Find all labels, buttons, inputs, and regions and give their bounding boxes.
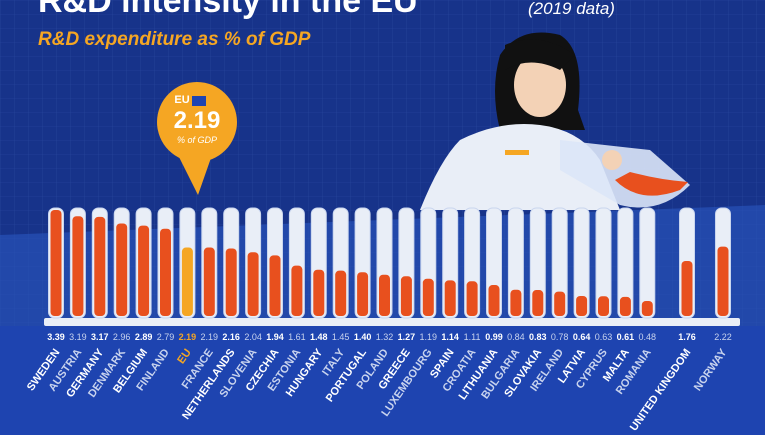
- value-label: 2.96: [113, 332, 131, 342]
- tube-fill: [269, 255, 281, 316]
- tube-fill: [181, 247, 193, 316]
- value-label: 2.04: [244, 332, 262, 342]
- tube-fill: [72, 216, 84, 316]
- tube-fill: [313, 269, 325, 316]
- value-label: 1.45: [332, 332, 350, 342]
- tube-fill: [510, 289, 522, 316]
- tube-fill: [203, 247, 215, 316]
- tube-fill: [444, 280, 456, 316]
- label-band: [0, 326, 765, 435]
- value-label: 3.19: [69, 332, 87, 342]
- tube-fill: [532, 290, 544, 316]
- value-label: 2.22: [714, 332, 732, 342]
- value-label: 1.61: [288, 332, 306, 342]
- value-label: 2.79: [157, 332, 175, 342]
- callout-unit: % of GDP: [177, 135, 217, 145]
- chart-title: R&D intensity in the EU: [38, 0, 418, 20]
- tube-fill: [488, 285, 500, 316]
- callout-bubble: [157, 82, 237, 162]
- shelf: [44, 318, 740, 326]
- tube-fill: [576, 295, 588, 316]
- value-label: 2.16: [222, 332, 240, 342]
- value-label: 1.11: [464, 332, 481, 342]
- value-label: 1.76: [678, 332, 696, 342]
- tube-fill: [598, 296, 609, 316]
- value-label: 3.39: [47, 332, 65, 342]
- tube: [595, 207, 612, 319]
- value-label: 0.61: [617, 332, 635, 342]
- scientist: [420, 32, 690, 210]
- value-label: 0.63: [595, 332, 613, 342]
- tube-fill: [619, 296, 631, 316]
- tube-fill: [357, 272, 369, 316]
- value-label: 1.48: [310, 332, 328, 342]
- tube-fill: [291, 265, 303, 316]
- value-label: 1.40: [354, 332, 372, 342]
- tube-fill: [50, 210, 62, 316]
- tube-fill: [94, 216, 106, 316]
- value-label: 0.64: [573, 332, 591, 342]
- value-label: 1.27: [398, 332, 416, 342]
- value-label: 1.19: [420, 332, 438, 342]
- tube-fill: [554, 291, 566, 316]
- value-label: 0.83: [529, 332, 547, 342]
- value-label: 1.32: [376, 332, 394, 342]
- value-label: 3.17: [91, 332, 109, 342]
- callout: EU 2.19 % of GDP: [157, 82, 237, 195]
- tube-fill: [379, 274, 390, 316]
- value-label: 0.84: [507, 332, 525, 342]
- value-label: 2.19: [201, 332, 219, 342]
- callout-value: 2.19: [174, 107, 221, 134]
- value-label: 2.89: [135, 332, 153, 342]
- tube: [639, 207, 656, 319]
- tube: [529, 207, 546, 319]
- value-label: 0.48: [639, 332, 657, 342]
- tube-fill: [247, 252, 259, 316]
- callout-pointer: [178, 155, 212, 195]
- title-note: (2019 data): [528, 0, 615, 18]
- tube-fill: [466, 281, 478, 316]
- value-label: 0.99: [485, 332, 503, 342]
- tube-fill: [400, 276, 412, 316]
- tube: [551, 207, 568, 319]
- callout-label: EU: [174, 94, 189, 106]
- tube-fill: [335, 270, 347, 316]
- tube-fill: [116, 223, 128, 316]
- tube: [617, 207, 634, 319]
- value-label: 1.14: [441, 332, 459, 342]
- value-label: 1.94: [266, 332, 284, 342]
- tube-fill: [641, 300, 653, 316]
- tube-fill: [138, 225, 150, 316]
- tube-fill: [225, 248, 237, 316]
- tube-fill: [422, 278, 434, 316]
- value-label: 0.78: [551, 332, 569, 342]
- value-label: 2.19: [179, 332, 197, 342]
- tube: [573, 207, 590, 319]
- subtitle: R&D expenditure as % of GDP: [38, 29, 311, 50]
- tube-fill: [717, 246, 729, 316]
- eu-flag: [192, 96, 206, 106]
- tube-fill: [681, 260, 693, 316]
- tube-fill: [160, 228, 171, 316]
